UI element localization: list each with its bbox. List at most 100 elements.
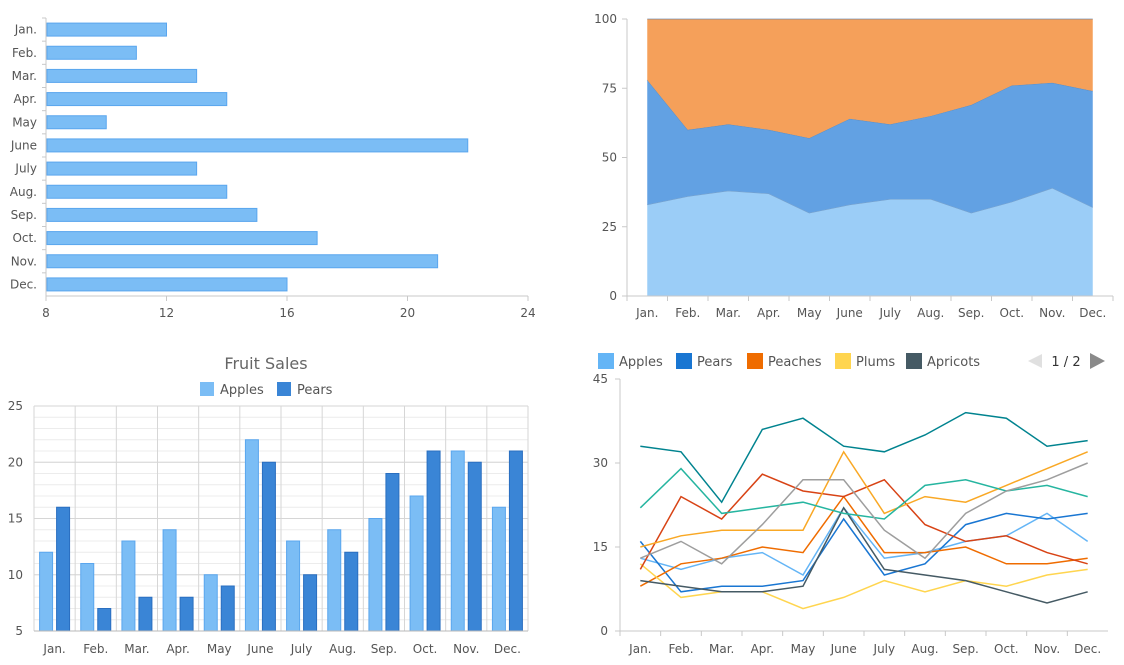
line-legend-label: Apples <box>619 355 663 370</box>
area-y-tick-label: 0 <box>609 289 617 303</box>
bar3-bar-0-5 <box>244 439 259 632</box>
bar3-bar-1-9 <box>426 450 441 632</box>
bar3-x-tick-label: June <box>246 642 273 656</box>
bar1-bar-0 <box>46 22 167 37</box>
bar3-bar-1-4 <box>220 585 235 632</box>
line-y-tick-label: 15 <box>593 540 608 554</box>
bar1-bar-9 <box>46 231 318 246</box>
bar3-bar-0-2 <box>121 540 136 632</box>
area-series-0 <box>647 187 1093 296</box>
area-x-tick-label: June <box>836 306 863 320</box>
bar1-x-tick-label: 16 <box>279 306 294 320</box>
area-x-tick-label: Dec. <box>1079 306 1106 320</box>
line-series-6 <box>640 450 1088 548</box>
bar3-bar-0-6 <box>286 540 301 632</box>
bar1-bar-10 <box>46 254 439 269</box>
area-series-1 <box>647 79 1093 213</box>
bar1-bar-7 <box>46 184 228 199</box>
line-legend-swatch <box>835 353 851 369</box>
bar3-bar-0-8 <box>368 518 383 632</box>
bar3-bar-1-2 <box>138 596 153 632</box>
bar1-category-label: Feb. <box>12 46 37 60</box>
line-series-4 <box>640 506 1088 604</box>
bar3-bar-1-0 <box>56 506 71 632</box>
bar3-x-tick-label: May <box>207 642 232 656</box>
bar3-x-tick-label: Sep. <box>371 642 397 656</box>
line-series-7 <box>639 467 1088 520</box>
bar3-bar-0-10 <box>450 450 465 632</box>
bar3-title: Fruit Sales <box>224 354 307 373</box>
bar1-category-label: Apr. <box>14 92 37 106</box>
area-x-tick-label: Apr. <box>757 306 780 320</box>
bar1-category-label: Jan. <box>14 23 37 37</box>
bar3-bar-0-9 <box>409 495 424 632</box>
line-x-tick-label: Sep. <box>952 642 978 656</box>
line-x-tick-label: May <box>791 642 816 656</box>
area-x-tick-label: Nov. <box>1039 306 1065 320</box>
line-x-tick-label: Mar. <box>709 642 734 656</box>
area-x-tick-label: Jan. <box>635 306 658 320</box>
bar3-y-tick-label: 10 <box>8 568 23 582</box>
area-x-tick-label: Feb. <box>675 306 700 320</box>
bar3-bar-1-11 <box>508 450 523 632</box>
bar3-x-tick-label: Mar. <box>124 642 149 656</box>
line-legend-swatch <box>906 353 922 369</box>
bar1-bar-8 <box>46 207 258 222</box>
bar1-bar-2 <box>46 68 198 83</box>
bar3-x-tick-label: Nov. <box>453 642 479 656</box>
bar3-x-tick-label: Dec. <box>494 642 521 656</box>
bar1-bar-1 <box>46 45 137 60</box>
bar3-y-tick-label: 20 <box>8 455 23 469</box>
line-legend-label: Plums <box>856 355 895 370</box>
bar3-y-tick-label: 15 <box>8 512 23 526</box>
line-legend-swatch <box>676 353 692 369</box>
line-y-tick-label: 45 <box>593 372 608 386</box>
bar3-x-tick-label: Jan. <box>42 642 65 656</box>
bar3-bar-0-11 <box>491 506 506 632</box>
bar1-category-label: Aug. <box>10 185 37 199</box>
bar3-legend-swatch <box>200 382 214 396</box>
bar1-category-label: Oct. <box>12 231 37 245</box>
line-x-tick-label: Nov. <box>1034 642 1060 656</box>
bar1-category-label: Dec. <box>10 277 37 291</box>
area-y-tick-label: 50 <box>602 151 617 165</box>
bar1-bar-3 <box>46 92 228 107</box>
legend-next-page-icon[interactable] <box>1090 353 1105 369</box>
bar3-x-tick-label: July <box>290 642 313 656</box>
line-legend-label: Pears <box>697 355 733 370</box>
legend-prev-page-icon[interactable] <box>1028 354 1042 368</box>
line-series-3 <box>639 563 1088 610</box>
bar1-x-tick-label: 8 <box>42 306 50 320</box>
bar3-y-tick-label: 5 <box>15 624 23 638</box>
area-series-2 <box>647 19 1093 139</box>
bar1-x-tick-label: 12 <box>159 306 174 320</box>
bar1-category-label: Mar. <box>12 69 37 83</box>
bar1-bar-4 <box>46 115 107 130</box>
area-x-tick-label: Mar. <box>716 306 741 320</box>
bar1-bar-6 <box>46 161 198 176</box>
bar3-bar-0-0 <box>39 551 54 632</box>
bar3-bar-1-1 <box>97 608 112 632</box>
bar1-category-label: May <box>12 115 37 129</box>
line-y-tick-label: 0 <box>600 624 608 638</box>
line-x-tick-label: Dec. <box>1074 642 1101 656</box>
line-x-tick-label: Aug. <box>911 642 938 656</box>
area-x-tick-label: Sep. <box>958 306 984 320</box>
bar3-bar-1-5 <box>261 461 276 632</box>
line-y-tick-label: 30 <box>593 456 608 470</box>
line-x-tick-label: Oct. <box>994 642 1019 656</box>
line-x-tick-label: Feb. <box>668 642 693 656</box>
legend-pager-label: 1 / 2 <box>1051 355 1080 370</box>
bar1-x-tick-label: 24 <box>520 306 535 320</box>
line-series-9 <box>640 462 1088 565</box>
bar1-bar-11 <box>46 277 288 292</box>
area-y-tick-label: 25 <box>602 220 617 234</box>
bar3-legend-label: Apples <box>220 383 264 398</box>
bar3-bar-1-7 <box>344 551 359 632</box>
area-x-tick-label: May <box>797 306 822 320</box>
area-x-tick-label: July <box>878 306 901 320</box>
line-series-1 <box>639 512 1088 593</box>
bar3-bar-0-7 <box>327 529 342 632</box>
bar3-bar-0-4 <box>203 574 218 632</box>
